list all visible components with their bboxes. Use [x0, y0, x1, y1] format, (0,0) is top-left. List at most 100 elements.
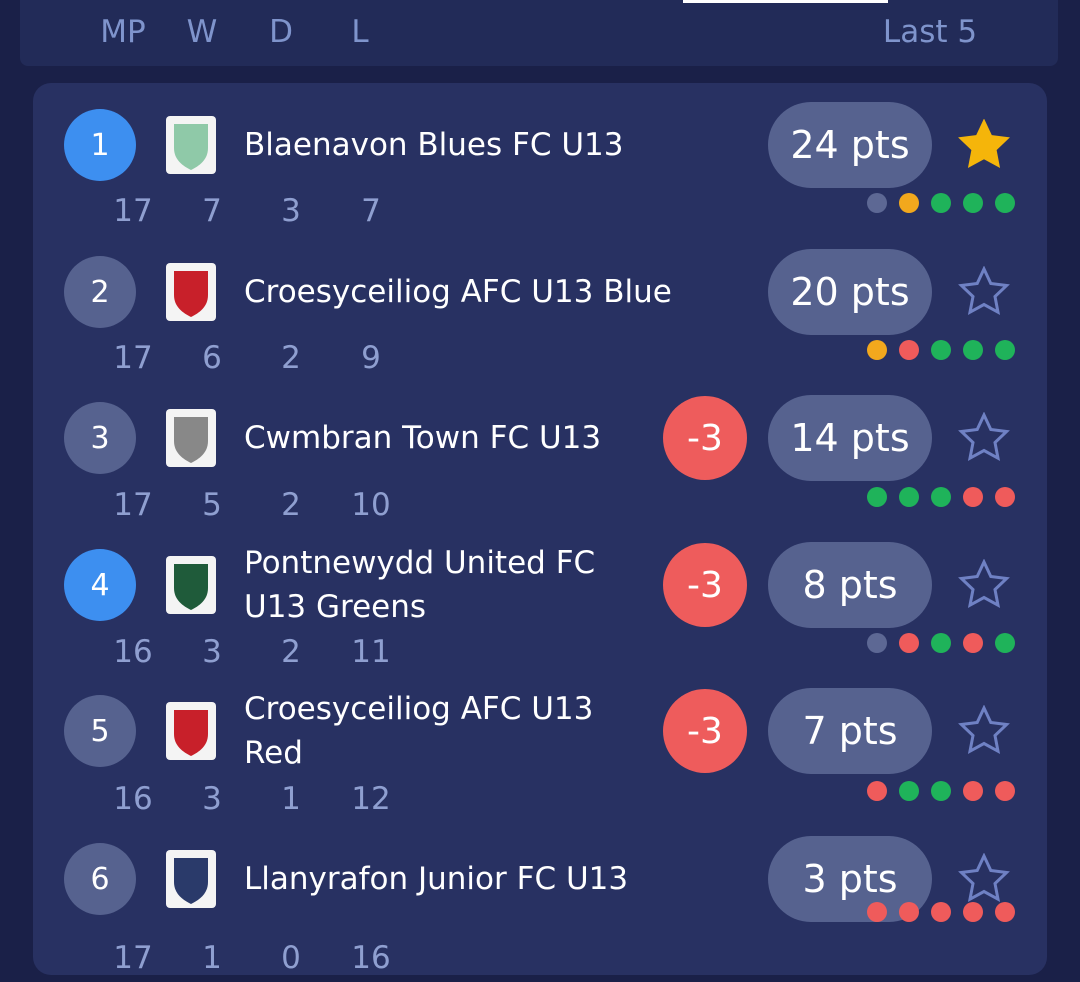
points: 24 pts: [768, 102, 932, 188]
stat: 17: [113, 340, 153, 376]
star-icon: [958, 852, 1010, 903]
form-dot: [899, 193, 919, 213]
stat: 11: [351, 634, 391, 670]
points: 20 pts: [768, 249, 932, 335]
favourite-star[interactable]: [958, 704, 1010, 757]
stat: 1: [281, 781, 301, 817]
team-logo: [160, 554, 222, 616]
form-dot: [963, 193, 983, 213]
team-logo: [160, 700, 222, 762]
form-dot: [867, 487, 887, 507]
column-header: W: [186, 14, 218, 50]
crest: [166, 263, 216, 321]
stat: 3: [202, 634, 222, 670]
form-dot: [963, 781, 983, 801]
stat: 16: [113, 781, 153, 817]
star-shape: [958, 852, 1010, 903]
team-name: Blaenavon Blues FC U13: [244, 127, 624, 163]
form-dot: [899, 340, 919, 360]
crest: [166, 850, 216, 908]
form-dot: [931, 487, 951, 507]
stat: 2: [281, 340, 301, 376]
form-dot: [867, 633, 887, 653]
stat: 9: [361, 340, 381, 376]
team-name: Croesyceiliog AFC U13 Red: [244, 691, 594, 771]
form-dot: [867, 193, 887, 213]
stat: 2: [281, 487, 301, 523]
star-shape: [958, 118, 1010, 169]
favourite-star[interactable]: [958, 411, 1010, 464]
stat: 5: [202, 487, 222, 523]
form-dot: [899, 487, 919, 507]
stat: 17: [113, 487, 153, 523]
crest: [166, 702, 216, 760]
form-dot: [867, 781, 887, 801]
star-icon: [958, 265, 1010, 316]
team-name: Croesyceiliog AFC U13 Blue: [244, 274, 672, 310]
favourite-star[interactable]: [958, 118, 1010, 171]
favourite-star[interactable]: [958, 265, 1010, 318]
form-dot: [995, 487, 1015, 507]
position: 2: [64, 256, 136, 328]
form-dot: [963, 487, 983, 507]
star-icon: [958, 704, 1010, 755]
column-header: L: [351, 14, 369, 50]
stat: 3: [202, 781, 222, 817]
team-logo: [160, 848, 222, 910]
star-shape: [958, 411, 1010, 462]
position: 6: [64, 843, 136, 915]
points: 14 pts: [768, 395, 932, 481]
stat: 6: [202, 340, 222, 376]
header-bar: [20, 0, 1058, 66]
points-deduction: -3: [663, 689, 747, 773]
favourite-star[interactable]: [958, 558, 1010, 611]
form-dot: [931, 781, 951, 801]
form-dot: [899, 781, 919, 801]
team-logo: [160, 114, 222, 176]
points-deduction: -3: [663, 543, 747, 627]
star-shape: [958, 704, 1010, 755]
crest: [166, 409, 216, 467]
column-header: Last 5: [882, 14, 978, 50]
stat: 16: [351, 940, 391, 976]
column-header: MP: [100, 14, 146, 50]
points: 7 pts: [768, 688, 932, 774]
stat: 3: [281, 193, 301, 229]
stat: 0: [281, 940, 301, 976]
form-dot: [995, 340, 1015, 360]
star-icon: [958, 118, 1010, 169]
stat: 1: [202, 940, 222, 976]
crest: [166, 556, 216, 614]
form-dot: [867, 902, 887, 922]
form-dot: [899, 633, 919, 653]
crest: [166, 116, 216, 174]
form-dot: [995, 633, 1015, 653]
stat: 7: [361, 193, 381, 229]
team-logo: [160, 407, 222, 469]
points: 8 pts: [768, 542, 932, 628]
tab-indicator: [683, 0, 888, 3]
stat: 16: [113, 634, 153, 670]
star-shape: [958, 265, 1010, 316]
form-dot: [963, 902, 983, 922]
team-logo: [160, 261, 222, 323]
team-name: Llanyrafon Junior FC U13: [244, 861, 629, 897]
position: 5: [64, 695, 136, 767]
form-dot: [963, 633, 983, 653]
star-icon: [958, 558, 1010, 609]
team-name: Cwmbran Town FC U13: [244, 420, 602, 456]
form-dot: [963, 340, 983, 360]
favourite-star[interactable]: [958, 852, 1010, 905]
stat: 17: [113, 940, 153, 976]
column-header: D: [269, 14, 293, 50]
stat: 10: [351, 487, 391, 523]
form-dot: [995, 902, 1015, 922]
position: 3: [64, 402, 136, 474]
stat: 2: [281, 634, 301, 670]
form-dot: [899, 902, 919, 922]
star-icon: [958, 411, 1010, 462]
form-dot: [931, 340, 951, 360]
stat: 12: [351, 781, 391, 817]
table-card: [33, 83, 1047, 975]
